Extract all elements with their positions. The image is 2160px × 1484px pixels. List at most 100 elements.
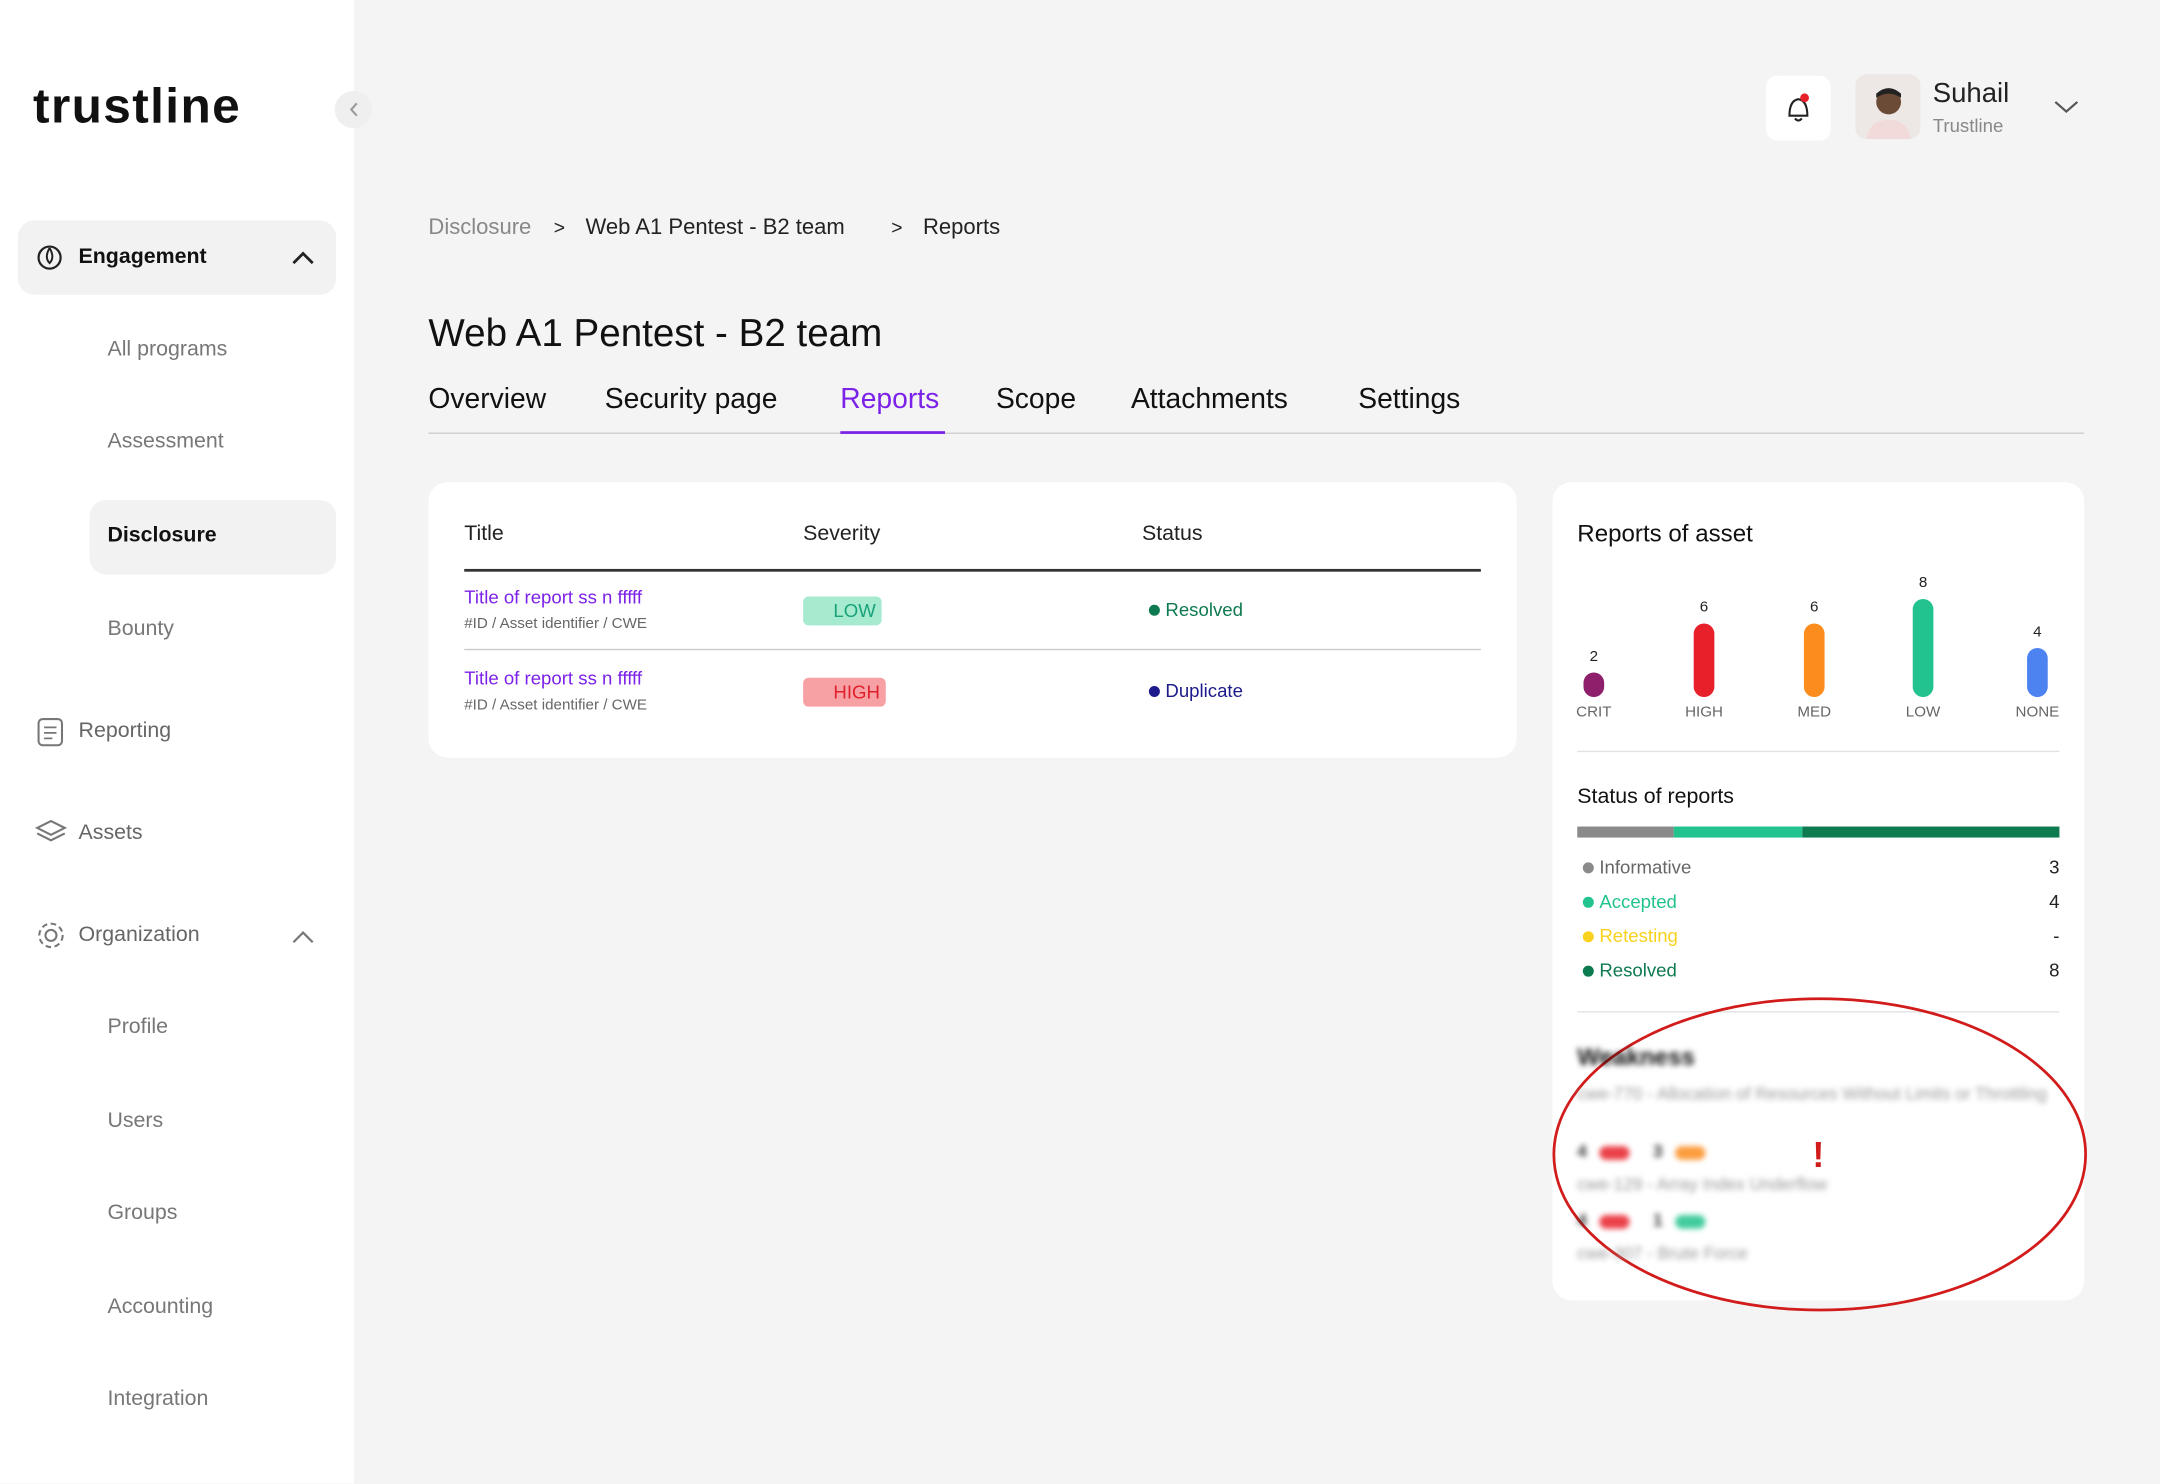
user-menu-chevron[interactable] [2050, 94, 2083, 122]
report-subtitle: #ID / Asset identifier / CWE [464, 616, 647, 633]
weakness-count: 4 [1577, 1142, 1587, 1162]
weakness-pill [1599, 1146, 1630, 1160]
bar-value: 8 [1918, 574, 1928, 592]
submenu-item[interactable]: Accounting [107, 1294, 214, 1318]
weakness-pill [1675, 1146, 1706, 1160]
card-subtitle: Status of reports [1577, 785, 1734, 809]
report-title[interactable]: Title of report ss n fffff [464, 586, 643, 607]
weakness-name: cwe-129 - Array Index Underflow [1577, 1175, 1828, 1195]
status-dot [1148, 686, 1160, 698]
submenu-item[interactable]: Groups [107, 1201, 178, 1225]
status-dot [1582, 931, 1594, 943]
breadcrumb-separator: > [891, 216, 903, 239]
page-title: Web A1 Pentest - B2 team [428, 311, 883, 355]
status-label: Resolved [1599, 959, 1677, 981]
severity-bar [1803, 623, 1825, 698]
submenu-item[interactable]: Bounty [107, 617, 174, 641]
weakness-count: 3 [1653, 1142, 1663, 1162]
tabs-divider [428, 432, 2085, 434]
weakness-count: 1 [1653, 1211, 1663, 1231]
user-org: Trustline [1932, 115, 2004, 136]
submenu-item[interactable]: Profile [107, 1015, 168, 1039]
severity-bar [1693, 623, 1715, 698]
menu-engagement[interactable]: Engagement [78, 245, 207, 269]
status-dot [1148, 604, 1160, 616]
submenu-item[interactable]: All programs [107, 337, 228, 362]
status-segment [1802, 826, 2060, 838]
bar-value: 6 [1699, 599, 1709, 616]
bar-category: LOW [1905, 704, 1941, 721]
weakness-pill [1675, 1215, 1706, 1229]
submenu-item[interactable]: Assessment [107, 429, 224, 454]
tab[interactable]: Scope [995, 382, 1077, 415]
report-status: Duplicate [1165, 679, 1243, 701]
bell-icon [1788, 93, 1809, 122]
notification-button[interactable] [1766, 75, 1831, 141]
status-count: 4 [2049, 890, 2060, 912]
menu-organization[interactable]: Organization [78, 923, 200, 947]
avatar[interactable] [1855, 74, 1921, 140]
severity-bar [1583, 672, 1605, 698]
bar-category: CRIT [1576, 704, 1612, 721]
column-header: Title [464, 522, 504, 546]
collapse-icon [349, 102, 358, 117]
weakness-pill [1599, 1215, 1630, 1229]
engagement-icons [37, 245, 314, 270]
weakness-name: cwe-770 - Allocation of Resources Withou… [1577, 1084, 2047, 1104]
breadcrumb-item: Reports [922, 215, 1001, 240]
severity-badge: LOW [803, 596, 882, 626]
status-count: 8 [2049, 959, 2060, 981]
status-dot [1582, 862, 1594, 874]
tab[interactable]: Reports [840, 382, 940, 415]
severity-badge: HIGH [803, 677, 886, 707]
status-label: Accepted [1599, 890, 1677, 912]
active-menu-bg [89, 500, 337, 575]
active-tab-underline [840, 431, 945, 434]
report-subtitle: #ID / Asset identifier / CWE [464, 697, 647, 714]
reports-table-card [428, 482, 1517, 758]
bar-category: HIGH [1685, 704, 1723, 721]
status-segment [1577, 826, 1674, 838]
status-label: Informative [1599, 856, 1692, 877]
severity-bar [2027, 647, 2048, 698]
weakness-count: 4 [1577, 1211, 1587, 1231]
bar-category: NONE [2015, 704, 2060, 721]
tab[interactable]: Overview [428, 382, 547, 415]
column-header: Severity [803, 522, 881, 546]
avatar-image [1855, 74, 1921, 140]
submenu-item[interactable]: Disclosure [107, 523, 217, 548]
bar-value: 2 [1589, 648, 1599, 665]
engagement-menu[interactable] [17, 220, 337, 295]
breadcrumb-item[interactable]: Web A1 Pentest - B2 team [585, 215, 845, 240]
row-divider [464, 648, 1481, 651]
collapse-button[interactable] [334, 90, 372, 129]
card-divider [1577, 750, 2060, 753]
report-title[interactable]: Title of report ss n fffff [464, 667, 643, 689]
card-title: Reports of asset [1577, 518, 1753, 547]
report-status: Resolved [1165, 598, 1243, 620]
breadcrumb-item[interactable]: Disclosure [428, 215, 532, 240]
bar-value: 4 [2033, 623, 2042, 641]
menu-assets[interactable]: Assets [78, 821, 143, 845]
logo: trustline [33, 77, 242, 134]
status-count: 3 [2049, 856, 2060, 877]
menu-reporting[interactable]: Reporting [78, 719, 172, 743]
bar-category: MED [1797, 704, 1832, 721]
user-name: Suhail [1932, 78, 2010, 109]
tab[interactable]: Security page [604, 382, 778, 415]
sidebar-icons [34, 718, 314, 949]
weakness-name: cwe-307 - Brute Force [1577, 1244, 1748, 1264]
column-header: Status [1141, 522, 1203, 546]
submenu-item[interactable]: Users [107, 1108, 164, 1132]
tab[interactable]: Settings [1358, 382, 1461, 415]
tab[interactable]: Attachments [1130, 382, 1288, 415]
status-dot [1582, 896, 1594, 908]
status-segment [1673, 826, 1803, 838]
submenu-item[interactable]: Integration [107, 1387, 209, 1411]
status-count: - [2053, 925, 2060, 946]
severity-bar [1912, 598, 1934, 698]
breadcrumb-separator: > [553, 216, 566, 239]
